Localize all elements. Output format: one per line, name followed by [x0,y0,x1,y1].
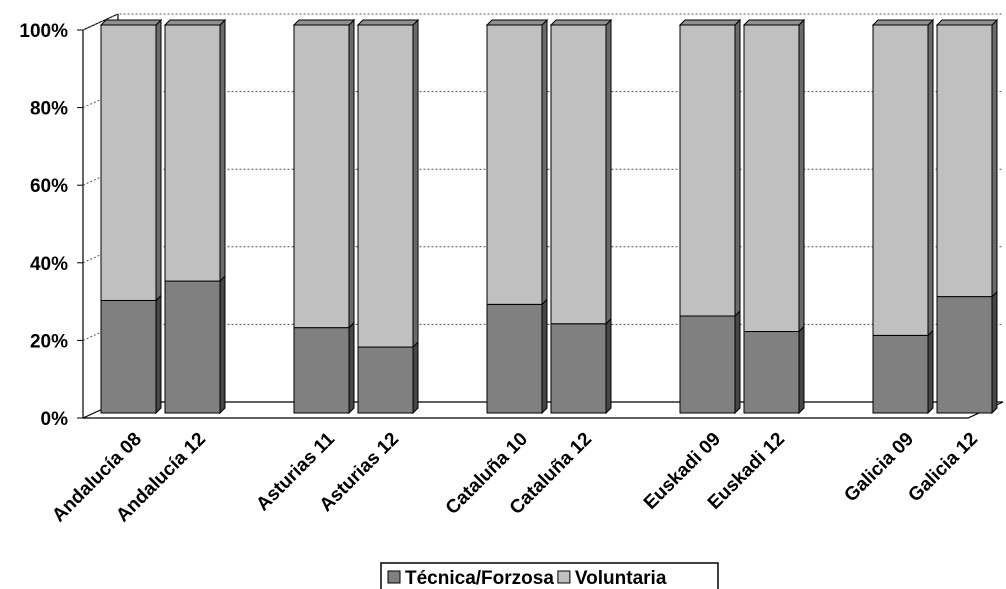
legend: Técnica/Forzosa Voluntaria [380,562,719,589]
bar-top [99,19,163,26]
bar-segment [679,315,736,414]
legend-label: Voluntaria [575,568,667,589]
legend-swatch [557,570,571,584]
bar-segment [100,299,157,414]
bars [99,18,999,415]
bar-side [927,329,934,415]
bar-side [219,274,226,415]
bar-side [155,18,162,302]
bar-top [292,19,356,26]
bar-segment [872,334,929,414]
bar-segment [357,346,414,414]
bar-side [798,325,805,415]
bar-segment [743,24,800,333]
bar-segment [486,303,543,414]
bar-stack [549,18,613,415]
bar-segment [357,24,414,348]
bar-side [348,321,355,415]
bar-side [541,18,548,306]
bar-stack [292,18,356,415]
bar-segment [486,24,543,305]
bar-side [991,18,998,298]
bar-segment [550,24,607,325]
bar-side [734,309,741,415]
legend-swatch [387,570,401,584]
bar-side [734,18,741,318]
bar-segment [550,323,607,414]
bar-stack [935,18,999,415]
bar-stack [678,18,742,415]
bar-segment [679,24,736,317]
bar-stack [485,18,549,415]
y-tick-label: 60% [30,176,68,197]
legend-label: Técnica/Forzosa [405,568,554,589]
bar-side [219,18,226,283]
bar-top [549,19,613,26]
bar-side [541,298,548,415]
bar-side [605,18,612,325]
bar-segment [872,24,929,336]
bar-segment [936,24,993,298]
gridline [82,13,1003,31]
bar-stack [742,18,806,415]
bar-side [605,317,612,415]
bar-top [871,19,935,26]
y-axis-ticks: 0% 20% 40% 60% 80% 100% [19,21,83,430]
y-tick-label: 80% [30,99,68,120]
bar-side [991,290,998,415]
bar-stack [871,18,935,415]
bar-side [798,18,805,333]
bar-side [927,18,934,337]
bar-side [412,18,419,349]
bar-stack [356,18,420,415]
bar-top [356,19,420,26]
bar-side [348,18,355,329]
bar-top [678,19,742,26]
bar-stack [163,18,227,415]
bar-side [155,294,162,415]
bar-segment [164,280,221,414]
legend-box [380,562,719,589]
bar-top [485,19,549,26]
bar-segment [743,331,800,414]
bar-segment [936,296,993,414]
y-tick-label: 20% [30,331,68,352]
y-tick-label: 100% [19,21,68,42]
bar-stack [99,18,163,415]
bar-segment [293,327,350,414]
bar-side [412,340,419,415]
bar-segment [293,24,350,329]
bar-top [163,19,227,26]
y-tick-label: 40% [30,254,68,275]
bar-segment [100,24,157,301]
x-tick-label: Galicia 12 [904,429,982,507]
y-tick-label: 0% [41,409,69,430]
bar-segment [164,24,221,282]
bar-top [742,19,806,26]
bar-top [935,19,999,26]
